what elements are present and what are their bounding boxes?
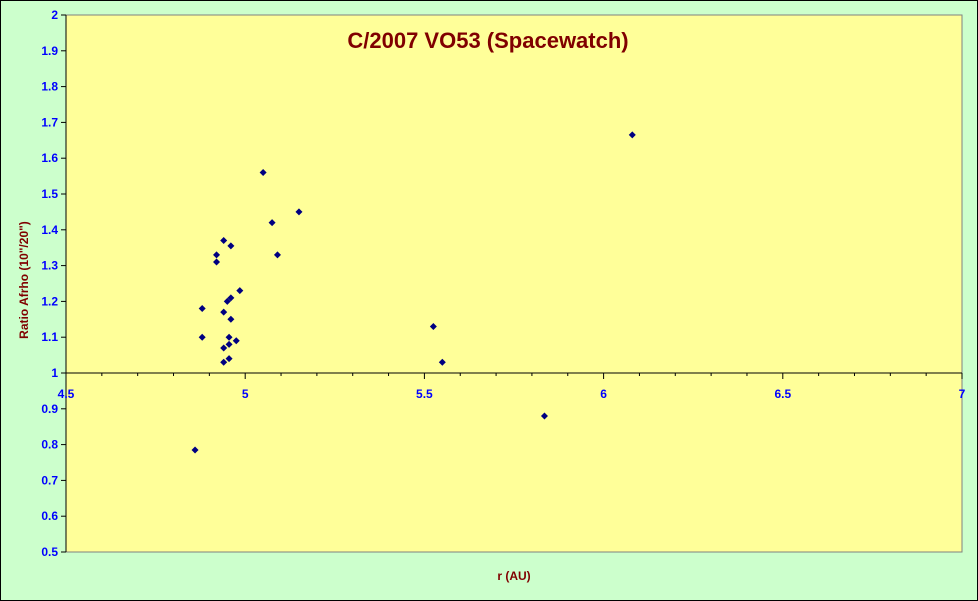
data-point (213, 258, 221, 266)
y-tick-label: 0.7 (41, 473, 58, 487)
chart-title: C/2007 VO53 (Spacewatch) (347, 28, 628, 53)
data-point (273, 251, 281, 259)
data-point (213, 251, 221, 259)
y-tick-label: 0.9 (41, 402, 58, 416)
y-tick-label: 1.1 (41, 330, 58, 344)
data-point (198, 305, 206, 313)
y-tick-label: 1.4 (41, 223, 58, 237)
data-point (227, 315, 235, 323)
x-tick-label: 5 (242, 387, 249, 401)
data-point (225, 340, 233, 348)
data-point (232, 337, 240, 345)
y-tick-label: 1.3 (41, 259, 58, 273)
data-point (236, 287, 244, 295)
data-point (628, 131, 636, 139)
data-point (268, 219, 276, 227)
data-point (438, 358, 446, 366)
data-point (220, 344, 228, 352)
y-tick-label: 1.8 (41, 80, 58, 94)
data-point (223, 297, 231, 305)
y-tick-label: 1.5 (41, 187, 58, 201)
x-tick-label: 6 (600, 387, 607, 401)
y-axis: 0.5 0.6 0.7 0.8 0.9 1 1.1 1.2 1.3 1.4 1.5 1.6 1.7 1.8… (41, 8, 67, 559)
data-point (259, 169, 267, 177)
data-point (225, 355, 233, 363)
data-points (191, 131, 636, 454)
data-point (191, 446, 199, 454)
data-point (220, 358, 228, 366)
data-point (295, 208, 303, 216)
y-tick-label: 0.5 (41, 545, 58, 559)
y-tick-label: 1.9 (41, 44, 58, 58)
data-point (227, 294, 235, 302)
x-tick-label: 6.5 (774, 387, 791, 401)
y-tick-label: 1.7 (41, 115, 58, 129)
x-tick-label: 7 (959, 387, 966, 401)
y-tick-label: 1.6 (41, 151, 58, 165)
data-point (198, 333, 206, 341)
data-point (540, 412, 548, 420)
data-point (220, 237, 228, 245)
data-point (227, 242, 235, 250)
y-tick-label: 1 (51, 366, 58, 380)
plot-area (65, 14, 963, 553)
y-tick-label: 0.6 (41, 509, 58, 523)
y-axis-label: Ratio Afrho (10"/20") (17, 221, 31, 339)
x-tick-label: 4.5 (58, 387, 75, 401)
x-axis-label: r (AU) (497, 569, 530, 583)
y-tick-label: 2 (51, 8, 58, 22)
data-point (220, 308, 228, 316)
data-point (429, 322, 437, 330)
data-point (225, 333, 233, 341)
y-tick-label: 1.2 (41, 294, 58, 308)
x-axis: 4.5 5 5.5 6 6.5 7 (58, 372, 966, 401)
y-tick-label: 0.8 (41, 438, 58, 452)
x-tick-label: 5.5 (416, 387, 433, 401)
